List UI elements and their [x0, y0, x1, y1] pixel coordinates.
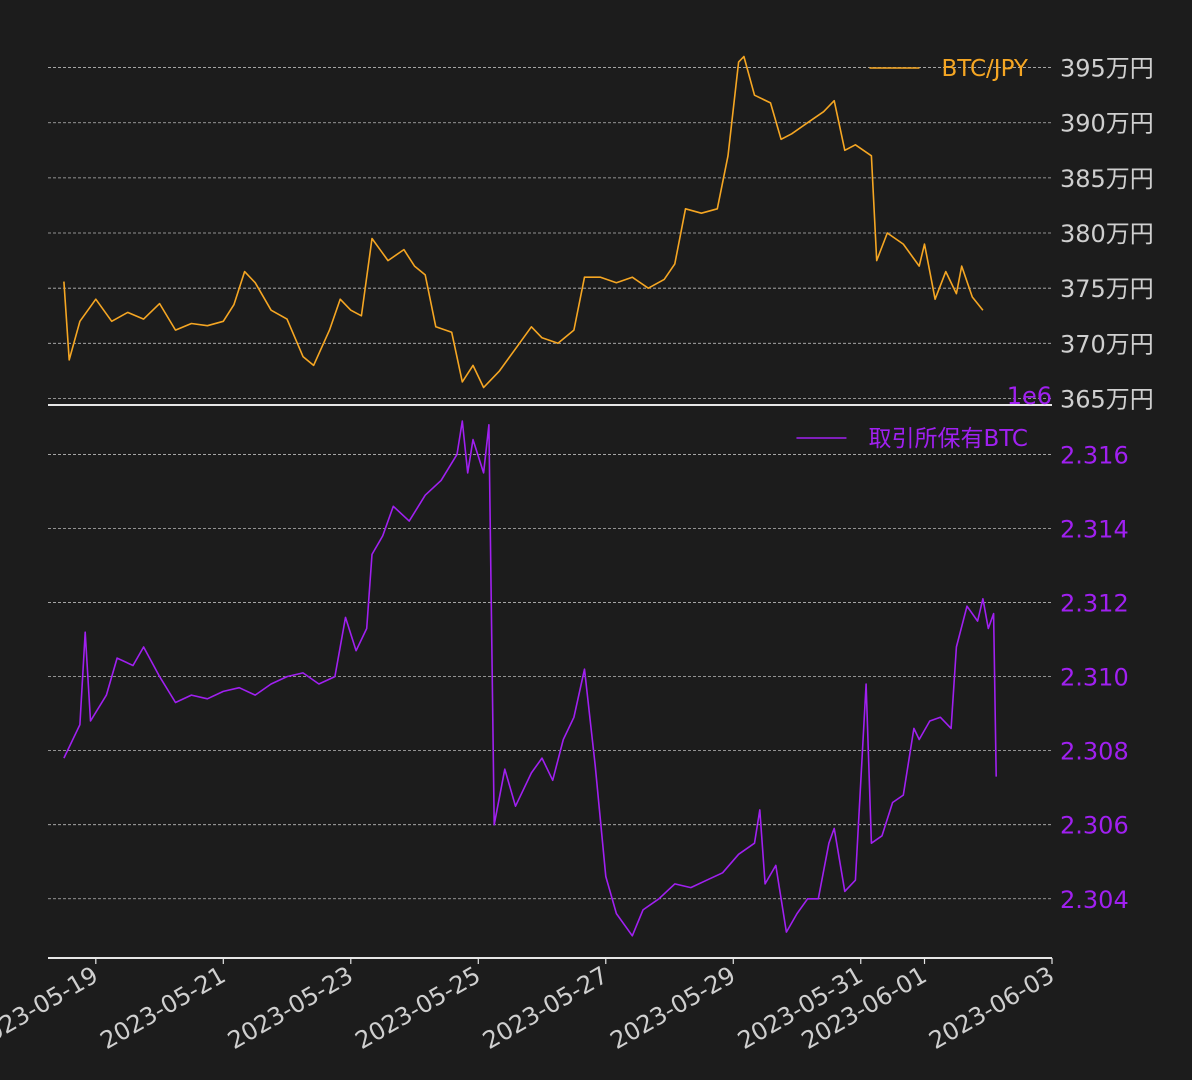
- y-tick-label: 375万円: [1060, 275, 1154, 303]
- y-tick-label: 390万円: [1060, 110, 1154, 138]
- legend-label: 取引所保有BTC: [868, 426, 1028, 452]
- y-tick-label: 2.304: [1060, 886, 1129, 914]
- y-tick-label: 385万円: [1060, 165, 1154, 193]
- exchange-holdings-panel: 2.304 2.306 2.308 2.310 2.312 2.314 2.316 1e6 取引…: [48, 382, 1129, 959]
- legend-label: BTC/JPY: [942, 56, 1029, 82]
- axis-offset-text: 1e6: [1007, 382, 1052, 410]
- y-tick-label: 2.308: [1060, 738, 1129, 766]
- legend: 取引所保有BTC: [796, 426, 1028, 452]
- y-tick-label: 2.316: [1060, 441, 1129, 469]
- y-tick-label: 2.314: [1060, 515, 1129, 543]
- btc-jpy-panel: 365万円 370万円 375万円 380万円 385万円 390万円 395万円 BTC/J…: [48, 55, 1154, 413]
- series-line: [63, 420, 997, 937]
- series-line: [63, 55, 984, 389]
- legend: BTC/JPY: [869, 56, 1029, 82]
- y-tick-label: 380万円: [1060, 220, 1154, 248]
- y-tick-label: 2.310: [1060, 664, 1129, 692]
- y-tick-label: 370万円: [1060, 330, 1154, 358]
- y-tick-label: 2.306: [1060, 812, 1129, 840]
- y-tick-label: 2.312: [1060, 590, 1129, 618]
- y-tick-label: 395万円: [1060, 55, 1154, 83]
- y-tick-label: 365万円: [1060, 385, 1154, 413]
